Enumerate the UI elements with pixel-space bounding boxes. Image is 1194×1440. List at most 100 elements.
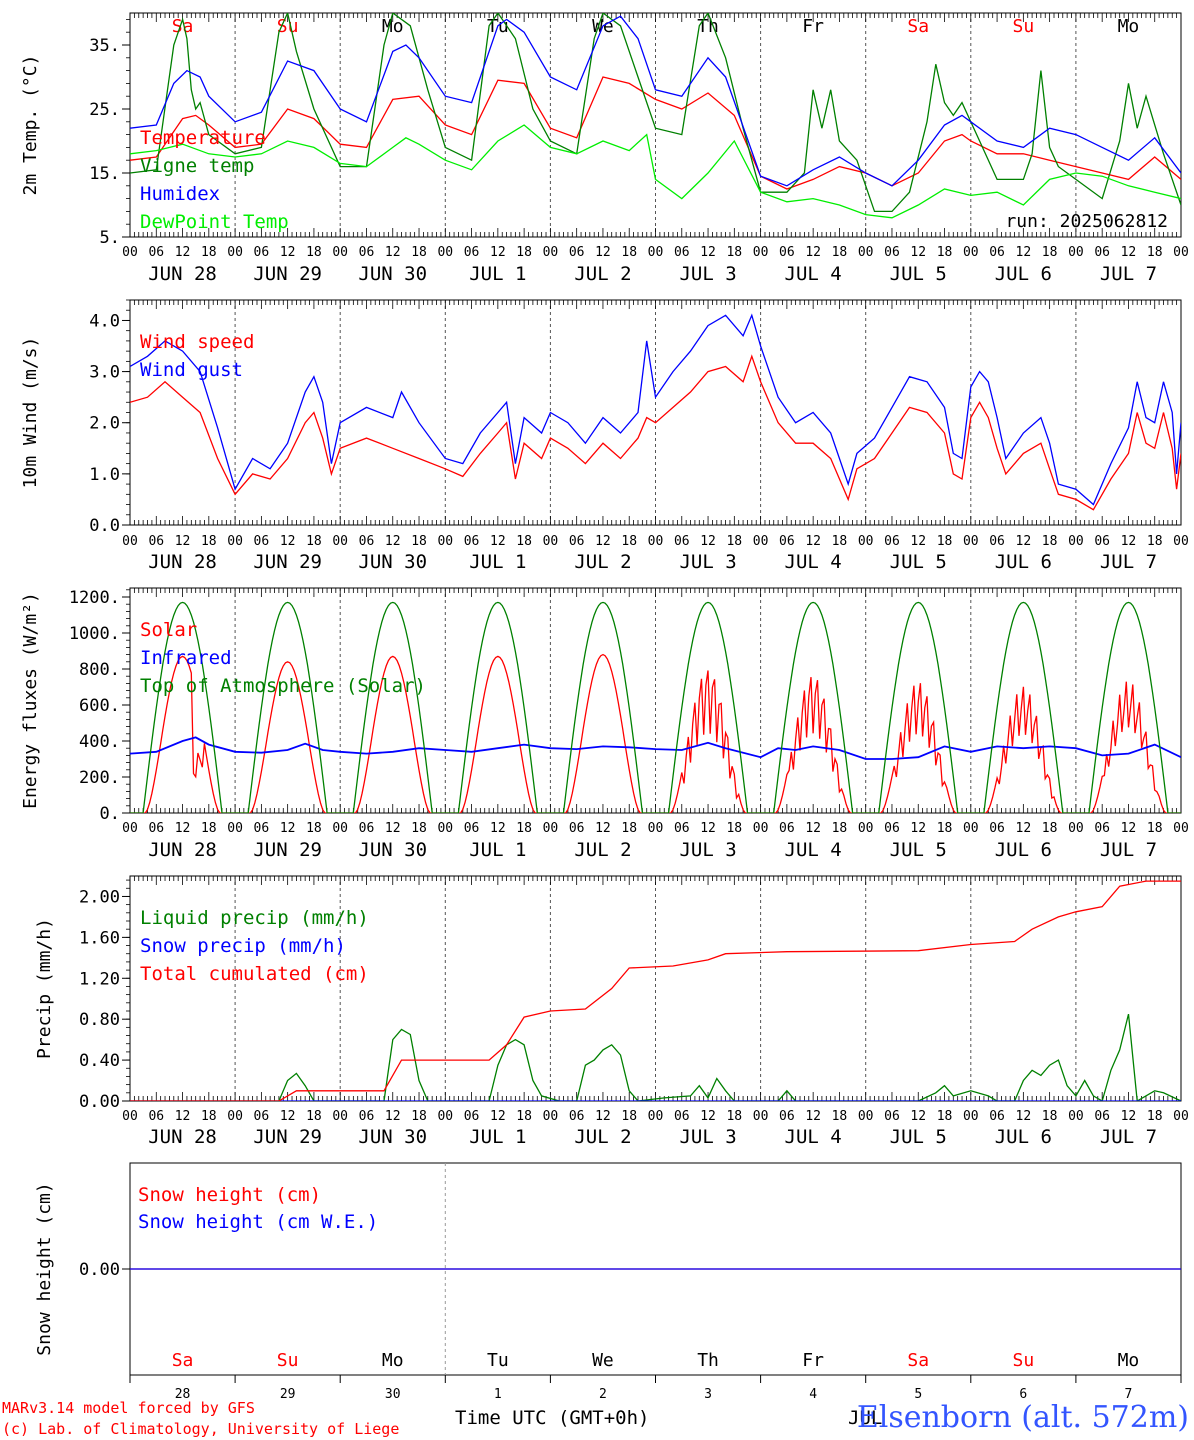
hour-label: 18 <box>621 1109 637 1124</box>
date-label: JUN 28 <box>148 551 217 573</box>
footer-copyright: (c) Lab. of Climatology, University of L… <box>2 1420 399 1438</box>
station-label: Elsenborn (alt. 572m) <box>857 1400 1189 1435</box>
hour-label: 12 <box>805 534 821 549</box>
hour-label: 06 <box>884 534 900 549</box>
day-number: 5 <box>914 1387 922 1402</box>
hour-label: 00 <box>963 1109 979 1124</box>
date-label: JUL 6 <box>995 551 1052 573</box>
hour-label: 06 <box>254 821 270 836</box>
date-label: JUN 28 <box>148 839 217 861</box>
hour-label: 18 <box>201 534 217 549</box>
panel-3: 0. 200. 400. 600. 800. 1000. 1200. Energy fluxe… <box>20 587 1189 861</box>
hour-label: 18 <box>1147 534 1163 549</box>
date-label: JUL 5 <box>890 551 947 573</box>
hour-label: 06 <box>779 821 795 836</box>
hour-label: 12 <box>280 245 296 260</box>
hour-label: 12 <box>490 245 506 260</box>
weekday-label: Fr <box>802 16 824 37</box>
date-label: JUL 1 <box>469 551 526 573</box>
hour-label: 12 <box>595 245 611 260</box>
hour-label: 06 <box>254 1109 270 1124</box>
y-tick-label: 3.0 <box>89 363 120 383</box>
hour-label: 18 <box>832 534 848 549</box>
weekday-label: Sa <box>172 16 194 37</box>
legend-entry: Snow height (cm W.E.) <box>138 1211 378 1233</box>
hour-label: 00 <box>227 534 243 549</box>
hour-label: 18 <box>411 1109 427 1124</box>
hour-label: 06 <box>884 821 900 836</box>
weekday-label: Tu <box>487 1350 509 1371</box>
date-label: JUL 5 <box>890 1126 947 1148</box>
y-tick-label: 1.20 <box>79 969 120 989</box>
hour-label: 18 <box>726 245 742 260</box>
hour-label: 18 <box>937 245 953 260</box>
hour-label: 12 <box>700 1109 716 1124</box>
legend-entry: DewPoint Temp <box>140 211 289 233</box>
hour-label: 12 <box>175 821 191 836</box>
weekday-label: We <box>592 1350 614 1371</box>
day-number: 7 <box>1125 1387 1133 1402</box>
hour-label: 06 <box>148 245 164 260</box>
day-number: 4 <box>809 1387 817 1402</box>
hour-label: 12 <box>490 821 506 836</box>
hour-label: 18 <box>937 534 953 549</box>
date-label: JUN 30 <box>358 839 427 861</box>
hour-label: 18 <box>832 1109 848 1124</box>
hour-label: 12 <box>385 821 401 836</box>
hour-label: 00 <box>753 1109 769 1124</box>
date-label: JUL 6 <box>995 1126 1052 1148</box>
hour-label: 00 <box>963 245 979 260</box>
hour-label: 12 <box>700 534 716 549</box>
weekday-label: Sa <box>172 1350 194 1371</box>
hour-label: 00 <box>332 534 348 549</box>
hour-label: 00 <box>648 821 664 836</box>
hour-label: 00 <box>753 821 769 836</box>
hour-label: 18 <box>937 821 953 836</box>
y-tick-label: 1200. <box>69 588 120 608</box>
hour-label: 18 <box>1042 534 1058 549</box>
hour-label: 06 <box>569 1109 585 1124</box>
hour-label: 00 <box>227 821 243 836</box>
date-label: JUL 4 <box>785 263 842 285</box>
y-axis-label: 2m Temp. (°C) <box>20 55 41 196</box>
weekday-label: Su <box>277 1350 299 1371</box>
hour-label: 00 <box>437 1109 453 1124</box>
y-tick-label: 0.0 <box>89 516 120 536</box>
hour-label: 00 <box>543 1109 559 1124</box>
hour-label: 12 <box>595 534 611 549</box>
panel-1: 5. 15. 25. 35. 2m Temp. (°C) 00 06 12 18 JUN 28 00… <box>20 12 1189 285</box>
hour-label: 00 <box>963 821 979 836</box>
date-label: JUL 4 <box>785 839 842 861</box>
hour-label: 18 <box>937 1109 953 1124</box>
hour-label: 18 <box>201 245 217 260</box>
y-tick-label: 5. <box>100 228 120 248</box>
hour-label: 18 <box>306 245 322 260</box>
y-tick-label: 400. <box>79 732 120 752</box>
x-axis-title: Time UTC (GMT+0h) <box>455 1407 649 1429</box>
hour-label: 18 <box>516 821 532 836</box>
series-line <box>130 354 1181 511</box>
date-label: JUL 4 <box>785 1126 842 1148</box>
hour-label: 06 <box>989 1109 1005 1124</box>
series-line <box>130 124 1181 219</box>
hour-label: 18 <box>726 821 742 836</box>
hour-label: 18 <box>516 245 532 260</box>
hour-label: 00 <box>1173 245 1189 260</box>
date-label: JUN 29 <box>253 551 322 573</box>
date-label: JUN 30 <box>358 551 427 573</box>
legend-entry: Vigne temp <box>140 155 254 177</box>
series-line <box>130 880 1181 1101</box>
y-tick-label: 1.60 <box>79 928 120 948</box>
hour-label: 12 <box>175 245 191 260</box>
hour-label: 06 <box>989 534 1005 549</box>
hour-label: 00 <box>122 1109 138 1124</box>
y-tick-label: 0.80 <box>79 1010 120 1030</box>
hour-label: 00 <box>543 245 559 260</box>
day-number: 1 <box>494 1387 502 1402</box>
hour-label: 06 <box>569 534 585 549</box>
hour-label: 12 <box>1016 821 1032 836</box>
hour-label: 00 <box>858 821 874 836</box>
series-layer <box>130 313 1181 511</box>
hour-label: 12 <box>910 821 926 836</box>
hour-label: 06 <box>989 821 1005 836</box>
